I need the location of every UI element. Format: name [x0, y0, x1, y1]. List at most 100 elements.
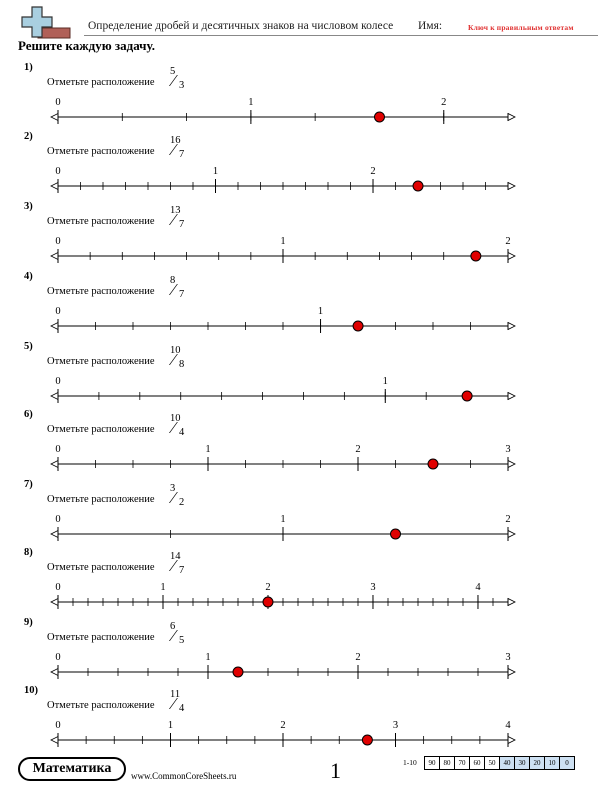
- arrow-right-icon: [507, 667, 516, 677]
- score-cell: 70: [454, 757, 469, 769]
- fraction-slash: ⁄: [172, 210, 175, 229]
- tick-label: 0: [55, 306, 60, 317]
- fraction-numerator: 5: [170, 66, 176, 77]
- tick-label: 4: [475, 582, 481, 593]
- arrow-right-icon: [507, 321, 516, 331]
- problem-number: 8): [24, 547, 33, 558]
- arrow-left-icon: [50, 459, 59, 469]
- fraction-denominator: 7: [179, 219, 185, 230]
- tick-label: 1: [205, 652, 210, 663]
- arrow-right-icon: [507, 391, 516, 401]
- fraction-slash: ⁄: [172, 71, 175, 90]
- fraction-denominator: 5: [179, 635, 185, 646]
- fraction-denominator: 4: [179, 703, 185, 714]
- problem-prompt: Отметьте расположение: [47, 356, 155, 367]
- tick-label: 0: [55, 720, 60, 731]
- fraction-numerator: 3: [170, 483, 176, 494]
- arrow-left-icon: [50, 391, 59, 401]
- problem-range: 1-10: [403, 758, 417, 767]
- fraction-numerator: 10: [170, 413, 181, 424]
- problem-prompt: Отметьте расположение: [47, 632, 155, 643]
- problem-prompt: Отметьте расположение: [47, 146, 155, 157]
- arrow-right-icon: [507, 181, 516, 191]
- tick-label: 0: [55, 652, 60, 663]
- arrow-left-icon: [50, 251, 59, 261]
- tick-label: 1: [248, 97, 253, 108]
- tick-label: 0: [55, 166, 60, 177]
- logo: [21, 6, 71, 39]
- arrow-left-icon: [50, 597, 59, 607]
- tick-label: 1: [383, 376, 388, 387]
- tick-label: 0: [55, 97, 60, 108]
- fraction-slash: ⁄: [172, 488, 175, 507]
- fraction-slash: ⁄: [172, 140, 175, 159]
- arrow-left-icon: [50, 321, 59, 331]
- fraction-slash: ⁄: [172, 556, 175, 575]
- answer-marker: [373, 111, 385, 123]
- problem-number: 6): [24, 409, 33, 420]
- fraction-denominator: 7: [179, 565, 185, 576]
- fraction-numerator: 13: [170, 205, 181, 216]
- brand-badge: Математика: [18, 757, 126, 781]
- tick-label: 2: [370, 166, 375, 177]
- tick-label: 1: [160, 582, 165, 593]
- fraction-slash: ⁄: [172, 350, 175, 369]
- fraction-denominator: 8: [179, 359, 185, 370]
- score-cell: 90: [428, 759, 436, 767]
- score-table: 90 80 70 60 50 40 30 20 10 0: [424, 756, 575, 770]
- worksheet-title: Определение дробей и десятичных знаков н…: [88, 20, 394, 32]
- tick-label: 1: [280, 236, 285, 247]
- fraction-denominator: 7: [179, 149, 185, 160]
- problem-number: 4): [24, 271, 33, 282]
- problem-number: 10): [24, 685, 38, 696]
- problem-prompt: Отметьте расположение: [47, 424, 155, 435]
- answer-marker: [390, 528, 401, 540]
- problem-prompt: Отметьте расположение: [47, 562, 155, 573]
- answer-marker: [352, 320, 364, 332]
- answer-marker: [470, 250, 482, 262]
- tick-label: 3: [393, 720, 398, 731]
- problem-number: 1): [24, 62, 33, 73]
- problem-prompt: Отметьте расположение: [47, 216, 155, 227]
- fraction-slash: ⁄: [172, 418, 175, 437]
- tick-label: 3: [370, 582, 375, 593]
- arrow-right-icon: [507, 529, 516, 539]
- tick-label: 0: [55, 376, 60, 387]
- problem-number: 2): [24, 131, 33, 142]
- tick-label: 1: [318, 306, 323, 317]
- answer-marker: [412, 180, 424, 192]
- tick-label: 1: [213, 166, 218, 177]
- score-cell: 0: [559, 757, 574, 769]
- score-cell: 20: [529, 757, 544, 769]
- fraction-numerator: 16: [170, 135, 181, 146]
- tick-label: 2: [265, 582, 270, 593]
- answer-marker: [232, 666, 244, 678]
- tick-label: 3: [505, 652, 510, 663]
- arrow-left-icon: [50, 181, 59, 191]
- arrow-right-icon: [507, 112, 516, 122]
- score-cell: 40: [499, 757, 514, 769]
- problem-prompt: Отметьте расположение: [47, 286, 155, 297]
- fraction-numerator: 8: [170, 275, 176, 286]
- score-cell: 60: [469, 757, 484, 769]
- fraction-denominator: 3: [179, 80, 185, 91]
- answer-marker: [427, 458, 439, 470]
- fraction-numerator: 14: [170, 551, 181, 562]
- tick-label: 1: [280, 514, 285, 525]
- tick-label: 1: [205, 444, 210, 455]
- fraction-numerator: 11: [170, 689, 181, 700]
- answer-marker: [361, 734, 373, 746]
- answer-marker: [461, 390, 473, 402]
- fraction-numerator: 6: [170, 621, 176, 632]
- tick-label: 0: [55, 236, 60, 247]
- fraction-slash: ⁄: [172, 626, 175, 645]
- score-cell: 50: [484, 757, 499, 769]
- fraction-slash: ⁄: [172, 280, 175, 299]
- problem-prompt: Отметьте расположение: [47, 700, 155, 711]
- arrow-left-icon: [50, 667, 59, 677]
- tick-label: 0: [55, 582, 60, 593]
- score-cell: 80: [439, 757, 454, 769]
- problem-number: 3): [24, 201, 33, 212]
- tick-label: 2: [280, 720, 285, 731]
- arrow-left-icon: [50, 112, 59, 122]
